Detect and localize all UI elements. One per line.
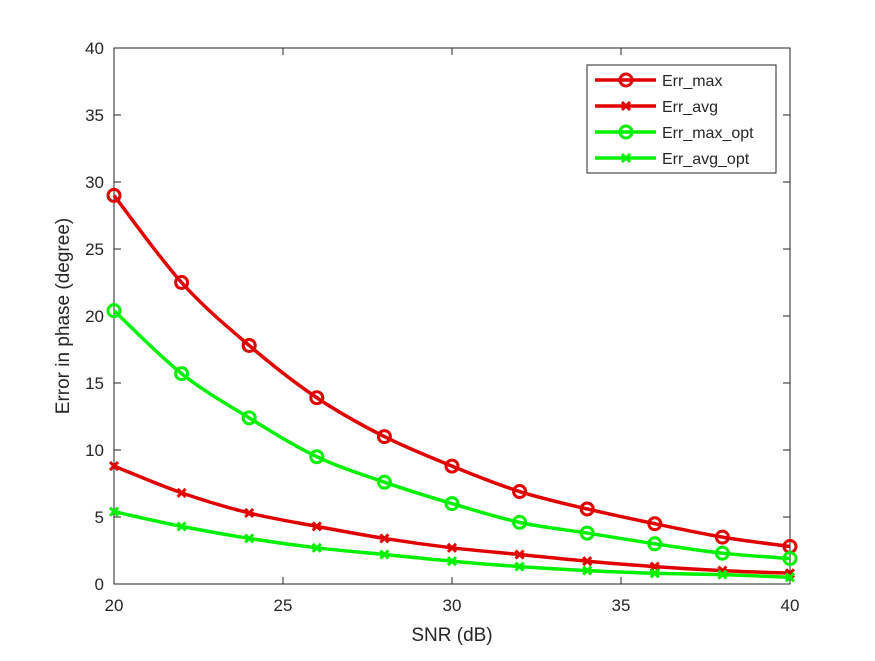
- series-err-max: [106, 187, 798, 554]
- data-point-circle: [714, 545, 730, 561]
- legend-entry: Err_max_opt: [595, 124, 754, 142]
- data-point-x: [717, 569, 728, 580]
- data-point-x: [244, 533, 255, 544]
- data-point-circle: [309, 449, 325, 465]
- data-point-circle: [309, 390, 325, 406]
- data-point-x: [446, 542, 458, 553]
- data-point-circle: [241, 337, 257, 353]
- data-point-x: [244, 507, 255, 519]
- x-tick-label: 30: [443, 596, 462, 615]
- data-point-x: [514, 549, 525, 560]
- data-point-x: [649, 568, 660, 579]
- data-point-x: [311, 521, 322, 532]
- legend-label: Err_avg_opt: [662, 151, 750, 168]
- data-point-x: [514, 561, 525, 572]
- legend-entry: Err_avg: [595, 99, 718, 116]
- data-point-x: [379, 533, 390, 544]
- y-tick-label: 10: [85, 441, 104, 460]
- data-point-circle: [174, 366, 190, 382]
- data-point-circle: [241, 410, 257, 426]
- data-point-x: [379, 549, 390, 560]
- data-point-x: [446, 556, 458, 567]
- data-point-circle: [579, 501, 595, 517]
- y-tick-label: 35: [85, 106, 104, 125]
- data-point-circle: [444, 458, 460, 474]
- data-point-circle: [106, 187, 122, 203]
- data-point-circle: [782, 551, 798, 567]
- x-tick-label: 35: [612, 596, 631, 615]
- data-point-circle: [647, 536, 663, 552]
- data-point-circle: [647, 516, 663, 532]
- y-tick-label: 40: [85, 39, 104, 58]
- x-tick-label: 20: [105, 596, 124, 615]
- series-err-avg-opt: [108, 506, 796, 583]
- data-point-circle: [174, 275, 190, 290]
- data-point-circle: [579, 525, 595, 541]
- series-err-max-opt: [106, 303, 798, 567]
- data-point-circle: [618, 72, 634, 88]
- data-point-circle: [512, 484, 528, 500]
- x-tick-label: 25: [274, 596, 293, 615]
- legend-label: Err_max: [662, 73, 722, 90]
- y-tick-label: 30: [85, 173, 104, 192]
- data-point-x: [582, 556, 593, 567]
- x-tick-label: 40: [781, 596, 800, 615]
- data-point-x: [311, 542, 322, 553]
- data-point-x: [176, 487, 187, 498]
- data-point-circle: [618, 124, 634, 140]
- legend-entry: Err_avg_opt: [595, 151, 750, 168]
- legend-entry: Err_max: [595, 72, 722, 90]
- x-axis-label: SNR (dB): [411, 625, 492, 646]
- y-axis-label: Error in phase (degree): [53, 218, 74, 414]
- series-line: [112, 309, 791, 561]
- data-point-x: [108, 506, 120, 517]
- legend-label: Err_avg: [662, 99, 718, 116]
- data-point-circle: [376, 429, 392, 445]
- data-point-circle: [714, 529, 730, 545]
- data-point-x: [176, 521, 187, 532]
- data-point-x: [620, 100, 632, 112]
- legend: Err_max Err_avg Err_max_opt Err_avg_opt: [586, 64, 777, 174]
- data-point-x: [582, 565, 593, 576]
- legend-box: [586, 64, 777, 174]
- y-tick-label: 20: [85, 307, 104, 326]
- data-point-circle: [444, 496, 460, 512]
- data-point-x: [108, 461, 120, 472]
- legend-label: Err_max_opt: [662, 125, 754, 142]
- data-point-x: [784, 572, 796, 583]
- data-point-circle: [512, 514, 528, 530]
- data-point-circle: [106, 303, 122, 319]
- series-line: [112, 194, 791, 549]
- y-tick-label: 5: [95, 508, 104, 527]
- y-tick-label: 15: [85, 374, 104, 393]
- data-point-x: [620, 152, 632, 164]
- y-tick-label: 0: [95, 575, 104, 594]
- data-point-circle: [376, 474, 392, 490]
- y-tick-label: 25: [85, 240, 104, 259]
